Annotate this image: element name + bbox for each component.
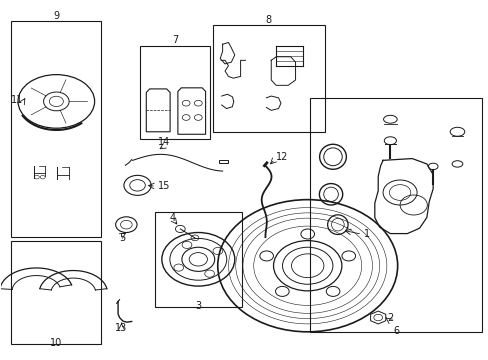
- Bar: [154, 212, 242, 307]
- Text: 2: 2: [386, 313, 392, 323]
- Text: 8: 8: [265, 15, 271, 25]
- Text: 14: 14: [158, 138, 170, 148]
- Text: 13: 13: [115, 323, 127, 333]
- Text: 12: 12: [276, 152, 288, 162]
- Text: 5: 5: [119, 233, 125, 243]
- Text: 7: 7: [171, 35, 178, 45]
- Text: 9: 9: [53, 12, 59, 21]
- Bar: [309, 98, 481, 332]
- Text: 15: 15: [158, 181, 170, 191]
- Bar: [140, 46, 210, 139]
- Bar: [11, 241, 101, 344]
- Text: 1: 1: [363, 229, 369, 239]
- Text: 11: 11: [11, 95, 23, 105]
- Text: 10: 10: [50, 338, 62, 347]
- Bar: [11, 21, 101, 237]
- Bar: [212, 24, 324, 132]
- Text: 3: 3: [195, 301, 201, 311]
- Bar: [219, 159, 227, 163]
- Text: 6: 6: [392, 326, 398, 336]
- Text: 4: 4: [169, 212, 175, 222]
